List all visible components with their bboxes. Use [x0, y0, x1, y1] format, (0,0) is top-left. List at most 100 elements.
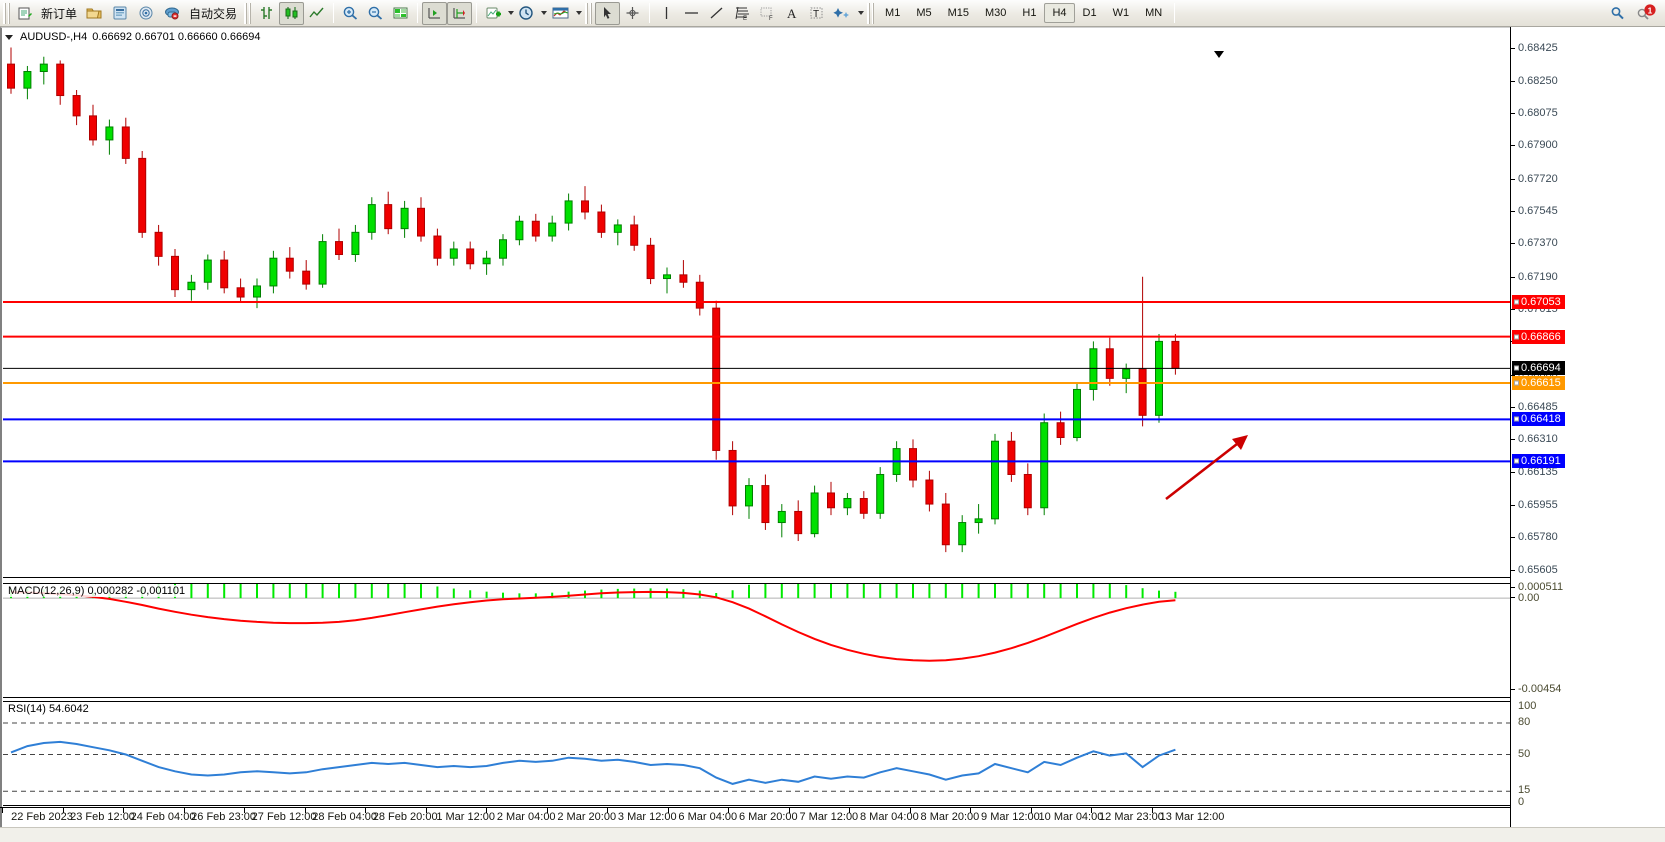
status-bar: [0, 827, 1665, 842]
time-axis-label: 2 Mar 04:00: [496, 811, 556, 823]
time-axis-label: 12 Mar 23:00: [1099, 811, 1164, 823]
text-icon[interactable]: A: [779, 2, 804, 25]
zoom-out-icon[interactable]: [363, 2, 388, 25]
price-tag-entry[interactable]: 0.66615: [1512, 375, 1565, 390]
rsi-tick-label: 0: [1518, 796, 1525, 808]
add-indicator-icon[interactable]: [481, 2, 506, 25]
time-axis-label: 9 Mar 12:00: [981, 811, 1040, 823]
toolbar-grip-4[interactable]: [867, 2, 875, 24]
tab-timeframe-h4[interactable]: H4: [1044, 3, 1075, 23]
line-chart-icon[interactable]: [304, 2, 329, 25]
toolbar-grip-3[interactable]: [585, 2, 593, 24]
time-tick: [123, 808, 125, 813]
templates-icon[interactable]: [547, 2, 574, 25]
chart-symbol-header: AUDUSD-,H4 0.66692 0.66701 0.66660 0.666…: [5, 31, 260, 43]
rsi-label: RSI(14) 54.6042: [7, 703, 90, 715]
time-tick: [425, 808, 427, 813]
price-tag-resistance-1[interactable]: 0.67053: [1512, 295, 1565, 310]
add-indicator-dropdown-caret[interactable]: [508, 11, 515, 15]
fibonacci-icon[interactable]: E: [729, 2, 754, 25]
price-tick: [1511, 80, 1515, 82]
time-axis-label: 24 Feb 04:00: [130, 811, 196, 823]
signals-icon[interactable]: [133, 2, 159, 25]
price-tag-support-1[interactable]: 0.66418: [1512, 412, 1565, 427]
toolbar-separator-4: [649, 3, 651, 23]
macd-pane[interactable]: MACD(12,26,9) 0,000282 -0,001101: [3, 583, 1510, 698]
price-tick: [1511, 471, 1515, 473]
time-axis-label: 2 Mar 20:00: [557, 811, 617, 823]
chart-symbol-label: AUDUSD-,H4: [20, 31, 88, 43]
trendline-icon[interactable]: [704, 2, 729, 25]
rsi-pane[interactable]: RSI(14) 54.6042: [3, 701, 1510, 806]
bar-chart-icon[interactable]: [254, 2, 279, 25]
tab-timeframe-m30[interactable]: M30: [985, 7, 1007, 19]
horizontal-line-icon[interactable]: [679, 2, 704, 25]
zoom-in-icon[interactable]: [338, 2, 363, 25]
price-tick-label: 0.66310: [1518, 433, 1558, 446]
book-icon[interactable]: [107, 2, 133, 25]
toolbar-separator-3: [476, 3, 478, 23]
chart-border: [0, 27, 1665, 842]
time-tick: [486, 808, 488, 813]
price-pane[interactable]: [3, 29, 1510, 578]
vertical-line-icon[interactable]: [654, 2, 679, 25]
search-icon[interactable]: [1605, 2, 1631, 25]
folder-icon[interactable]: [81, 2, 107, 25]
chart-collapse-icon[interactable]: [5, 34, 13, 40]
time-axis-label: 22 Feb 2023: [11, 811, 73, 823]
toolbar-grip-1[interactable]: [3, 2, 10, 24]
templates-dropdown-caret[interactable]: [576, 11, 583, 15]
macd-label: MACD(12,26,9) 0,000282 -0,001101: [7, 585, 187, 597]
tab-timeframe-m15[interactable]: M15: [947, 7, 969, 19]
tab-timeframe-m5[interactable]: M5: [916, 7, 932, 19]
time-axis-label: 8 Mar 04:00: [860, 811, 919, 823]
auto-scroll-icon[interactable]: [447, 1, 473, 25]
new-order-label[interactable]: 新订单: [41, 6, 78, 21]
cursor-icon[interactable]: [595, 1, 621, 25]
price-tag-resistance-2[interactable]: 0.66866: [1512, 329, 1565, 344]
price-tick-label: 0.66485: [1518, 401, 1558, 413]
tab-timeframe-mn[interactable]: MN: [1145, 7, 1163, 19]
price-scale[interactable]: 0.68425 0.68250 0.68075 0.67900 0.67720 0.675…: [1510, 27, 1665, 842]
auto-trading-label[interactable]: 自动交易: [189, 6, 238, 21]
crosshair-icon[interactable]: [620, 2, 645, 25]
price-tag-current-price[interactable]: 0.66694: [1512, 361, 1565, 376]
period-icon[interactable]: [514, 2, 539, 25]
shapes-icon[interactable]: [829, 2, 856, 25]
time-axis-label: 1 Mar 12:00: [436, 811, 496, 823]
time-tick: [62, 808, 64, 813]
text-box-icon[interactable]: T: [804, 2, 829, 25]
new-order-button[interactable]: [13, 2, 37, 25]
candlestick-chart-icon[interactable]: [279, 1, 305, 25]
price-tick: [1511, 145, 1515, 147]
shapes-dropdown-caret[interactable]: [858, 11, 865, 15]
tab-timeframe-w1[interactable]: W1: [1112, 7, 1130, 19]
time-axis-label: 28 Feb 04:00: [312, 811, 378, 823]
price-tick: [1511, 243, 1515, 245]
time-tick: [365, 808, 367, 813]
time-tick: [244, 808, 246, 813]
price-tick: [1511, 276, 1515, 278]
price-tick: [1511, 504, 1515, 506]
notifications-icon[interactable]: 1: [1631, 2, 1661, 25]
expert-advisor-icon[interactable]: [159, 2, 185, 25]
price-tick: [1511, 439, 1515, 441]
tile-windows-icon[interactable]: [388, 2, 413, 25]
rsi-tick-label: 80: [1518, 716, 1531, 728]
price-tick-label: 0.68425: [1518, 42, 1558, 55]
rsi-plot: [3, 722, 1510, 792]
toolbar-grip-2[interactable]: [244, 2, 252, 24]
tab-timeframe-m1[interactable]: M1: [885, 7, 901, 19]
main-toolbar: 新订单 自动交易: [0, 0, 1665, 27]
price-tick-label: 0.66135: [1518, 465, 1558, 478]
shift-chart-icon[interactable]: [422, 1, 448, 25]
price-tick-label: 0.65955: [1518, 498, 1558, 511]
period-dropdown-caret[interactable]: [541, 11, 548, 15]
macd-zero-label: 0.00: [1518, 592, 1540, 605]
price-tag-support-2[interactable]: 0.66191: [1512, 454, 1565, 469]
chart-window[interactable]: AUDUSD-,H4 0.66692 0.66701 0.66660 0.666…: [0, 27, 1665, 842]
tab-timeframe-d1[interactable]: D1: [1082, 7, 1097, 19]
price-tick: [1511, 537, 1515, 539]
text-label-icon[interactable]: F: [754, 2, 779, 25]
tab-timeframe-h1[interactable]: H1: [1022, 7, 1037, 19]
